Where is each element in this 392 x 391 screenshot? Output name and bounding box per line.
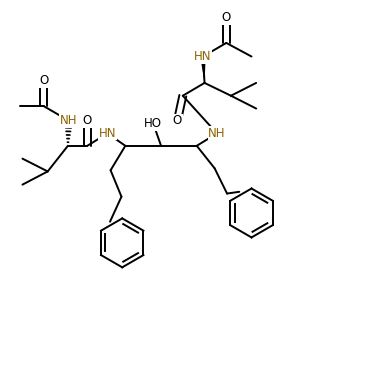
Text: O: O	[221, 11, 231, 24]
Text: NH: NH	[208, 127, 226, 140]
Text: HN: HN	[99, 127, 116, 140]
Text: O: O	[173, 115, 182, 127]
Text: HO: HO	[144, 117, 162, 130]
Text: O: O	[39, 74, 49, 88]
Polygon shape	[200, 56, 206, 83]
Text: HN: HN	[194, 50, 212, 63]
Text: NH: NH	[60, 114, 77, 127]
Text: O: O	[83, 114, 92, 127]
